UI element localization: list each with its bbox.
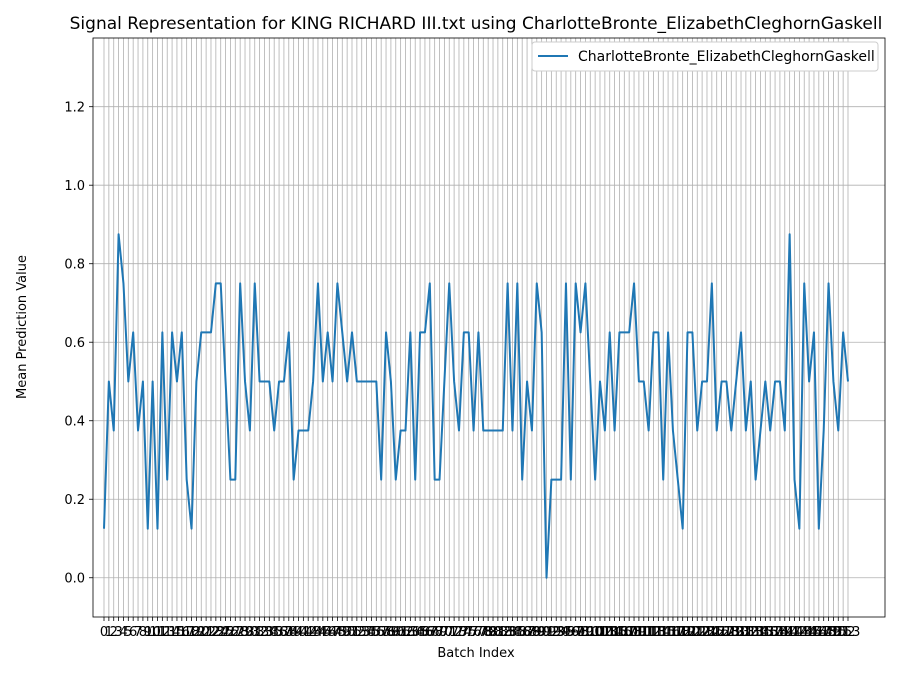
legend-label: CharlotteBronte_ElizabethCleghornGaskell	[578, 49, 875, 65]
y-tick-label: 0.8	[64, 258, 85, 273]
chart-title: Signal Representation for KING RICHARD I…	[70, 14, 883, 34]
y-tick-label: 0.2	[64, 493, 85, 508]
y-tick-label: 0.6	[64, 336, 85, 351]
y-tick-label: 0.4	[64, 415, 85, 430]
legend: CharlotteBronte_ElizabethCleghornGaskell	[532, 42, 878, 71]
y-axis-label: Mean Prediction Value	[15, 255, 30, 399]
y-tick-label: 0.0	[64, 572, 85, 587]
y-tick-label: 1.2	[64, 101, 85, 116]
x-axis-label: Batch Index	[437, 646, 515, 661]
x-tick-label: 153	[836, 625, 861, 640]
y-tick-label: 1.0	[64, 179, 85, 194]
